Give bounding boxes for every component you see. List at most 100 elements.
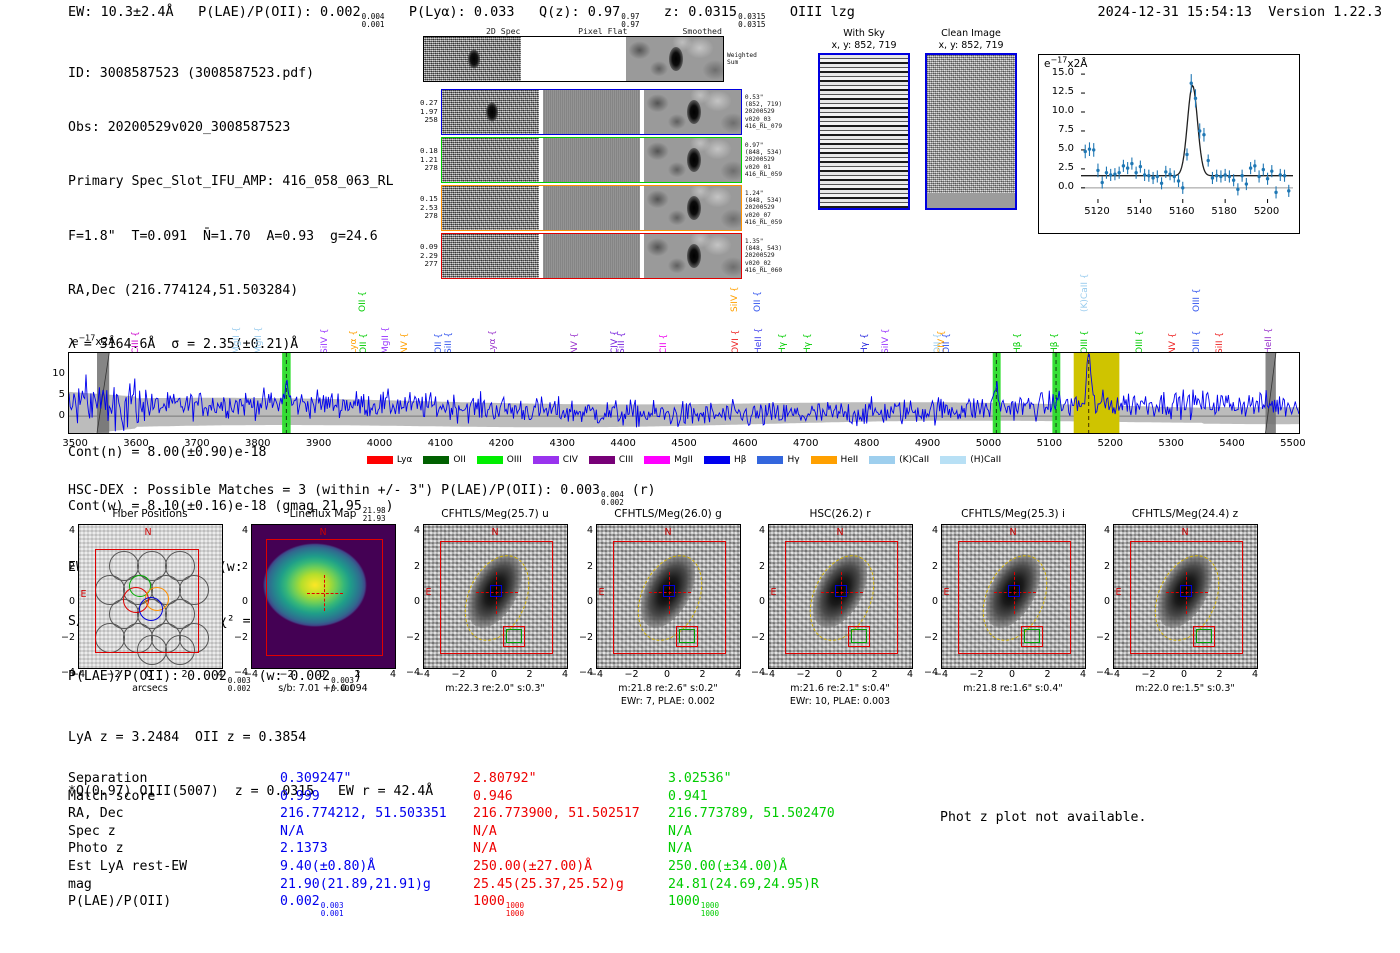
header-plae-label: P(LAE)/P(OII): 0.002 — [198, 4, 361, 20]
emission-line-label: Lyα { — [488, 329, 499, 354]
match-row-label: Photo z — [68, 841, 124, 857]
thumbnail-ytick: −2 — [1095, 631, 1110, 643]
match-row-label: P(LAE)/P(OII) — [68, 894, 172, 910]
match-cell: 21.90(21.89,21.91)g — [280, 876, 431, 892]
thumbnail-ytick: −4 — [1095, 667, 1110, 678]
legend-item[interactable]: OIII — [476, 455, 522, 465]
match-row-label: Spec z — [68, 823, 116, 839]
emission-line-label: MgII { — [231, 326, 242, 354]
thumbnail-title: Lineflux Map — [289, 508, 357, 520]
thumbnail-ytick: 4 — [241, 525, 248, 536]
thumbnail-ytick: −2 — [578, 631, 593, 643]
legend-label: (K)CaII — [899, 455, 930, 465]
cutout-thumbnail[interactable]: CFHTLS/Meg(26.0) g 4 2 0 −2 −4 N E −4 −2 0 2 4 m:21.8… — [573, 508, 763, 708]
match-cell: N/A — [668, 823, 692, 839]
thumbnail-xtick: −2 — [969, 669, 984, 680]
legend-label: OIII — [506, 455, 522, 465]
thumbnail-xtick: 2 — [181, 669, 188, 680]
thumbnail-xtick: 2 — [354, 669, 361, 680]
thumbnail-xtick: 2 — [1216, 669, 1223, 680]
smoothed-image — [643, 234, 741, 278]
legend-item[interactable]: OII — [423, 455, 466, 465]
thumbnail-stats: m:22.0 re:1.5" s:0.3" — [1135, 683, 1235, 694]
thumbnail-xtick: 0 — [490, 669, 498, 680]
thumbnail-stats: m:21.6 re:2.1" s:0.4" — [790, 683, 890, 694]
clean-image — [925, 53, 1017, 210]
emission-line-label: OII { — [434, 333, 445, 354]
spec-row-fiber-2[interactable]: 0.18 1.21 278 0.97" (848, 534) 20200529 v020_… — [420, 137, 782, 183]
thumbnail-ytick: 2 — [1103, 560, 1110, 572]
fullspec-xtick: 3500 — [62, 438, 88, 449]
legend-item[interactable]: Hβ — [703, 455, 746, 465]
legend-item[interactable]: CIII — [588, 455, 633, 465]
emission-line-label: OVI { — [731, 329, 742, 354]
match-row-label: mag — [68, 876, 92, 892]
spec-row-fiber-1[interactable]: 0.27 1.97 258 0.53" (852, 719) 20200529 v020_… — [420, 89, 782, 135]
2d-spec-column-headers: 2D Spec Pixel Flat Smoothed — [420, 26, 750, 36]
line-fit-plot[interactable] — [1038, 54, 1300, 234]
weighted-sum-label: Weighted Sum — [727, 51, 757, 66]
legend-item[interactable]: CIV — [532, 455, 578, 465]
with-sky-coords: x, y: 852, 719 — [831, 39, 897, 51]
spec2d-image — [441, 234, 539, 278]
legend-item[interactable]: (K)CaII — [869, 455, 929, 465]
spec-row-fiber-4[interactable]: 0.09 2.29 277 1.35" (848, 543) 20200529 v020_… — [420, 233, 782, 279]
line-fit-flux-unit: e−17x2Å — [1044, 55, 1088, 70]
spec2d-image — [424, 37, 521, 81]
match-cell: 250.00(±34.00)Å — [668, 858, 788, 874]
fullspec-xtick: 4500 — [671, 438, 697, 449]
thumbnail-ytick: 4 — [68, 525, 75, 536]
thumbnail-ytick: 4 — [758, 525, 765, 536]
header-ew: EW: 10.3±2.4Å — [68, 4, 174, 20]
thumbnail-x-axis: −4 −2 0 2 4 — [400, 669, 590, 683]
pixelflat-image — [542, 90, 640, 134]
cutout-thumbnail[interactable]: CFHTLS/Meg(25.3) i 4 2 0 −2 −4 N E −4 −2 0 2 4 m:21.8… — [918, 508, 1108, 696]
thumbnail-xtick: −2 — [1141, 669, 1156, 680]
legend-item[interactable]: Hγ — [757, 455, 800, 465]
spec2d-image — [441, 138, 539, 182]
info-seeing: F=1.8" T=0.091 N̄=1.70 A=0.93 g=24.6 — [68, 228, 378, 244]
cutout-thumbnail[interactable]: HSC(26.2) r 4 2 0 −2 −4 N E −4 −2 0 2 4 m:21.6 re:2.1… — [745, 508, 935, 708]
emission-line-label: SiIV { — [730, 286, 741, 312]
thumbnail-xtick: 0 — [145, 669, 153, 680]
emission-line-label: NV { — [1167, 332, 1178, 354]
thumbnail-ytick: −2 — [750, 631, 765, 643]
info-gmag-frac: 21.98 21.93 — [362, 506, 386, 524]
thumbnail-title: CFHTLS/Meg(25.3) i — [961, 508, 1065, 520]
pixelflat-image — [542, 186, 640, 230]
fullspec-xtick: 5400 — [1219, 438, 1245, 449]
cutout-thumbnail[interactable]: Fiber Positions 4 2 0 −2 −4 N E −4 −2 0 2 4 arcsecs — [55, 508, 245, 696]
spec-images — [440, 89, 742, 135]
thumbnail-stats: m:21.8 re:1.6" s:0.4" — [963, 683, 1063, 694]
legend-item[interactable]: (H)CaII — [940, 455, 1001, 465]
emission-line-label: CII { — [659, 333, 670, 354]
col-header-smoothed: Smoothed — [682, 26, 722, 36]
cutout-thumbnail[interactable]: CFHTLS/Meg(25.7) u 4 2 0 −2 −4 N E −4 −2 0 2 4 m:22.3… — [400, 508, 590, 696]
fiber-1-meta: 0.53" (852, 719) 20200529 v020_03 416_RL_079 — [744, 93, 783, 130]
thumbnail-ytick: 0 — [758, 596, 765, 607]
emission-line-label: SiII { — [444, 331, 455, 354]
full-spectrum-plot[interactable] — [68, 352, 1300, 436]
thumbnail-xtick: −4 — [70, 669, 86, 680]
emission-line-label: Lyα { — [349, 329, 360, 354]
legend-item[interactable]: HeII — [810, 455, 858, 465]
cutout-thumbnail[interactable]: CFHTLS/Meg(24.4) z 4 2 0 −2 −4 N E −4 −2 0 2 4 m:22.0… — [1090, 508, 1280, 696]
thumbnail-ytick: 4 — [931, 525, 938, 536]
clean-image-cutout[interactable]: Clean Image x, y: 852, 719 — [925, 28, 1017, 210]
legend-swatch — [532, 456, 559, 464]
fiber-4-meta: 1.35" (848, 543) 20200529 v020_02 416_RL_060 — [744, 237, 783, 274]
thumbnail-ytick: 0 — [586, 596, 593, 607]
emission-line-label: SiII { — [1214, 331, 1225, 354]
with-sky-cutout[interactable]: With Sky x, y: 852, 719 — [818, 28, 910, 210]
spec-row-weighted-sum[interactable]: Weighted Sum — [420, 36, 757, 82]
spec-row-fiber-3[interactable]: 0.15 2.53 278 1.24" (848, 534) 20200529 v020_… — [420, 185, 782, 231]
photz-note: Phot z plot not available. — [940, 810, 1147, 825]
thumbnail-ytick: 2 — [68, 560, 75, 572]
legend-item[interactable]: MgII — [644, 455, 693, 465]
emission-line-label: (K)CaII { — [1080, 273, 1091, 312]
legend-item[interactable]: Lyα — [366, 455, 412, 465]
thumbnail-xtick: 0 — [663, 669, 671, 680]
info-plae: P(LAE)/P(OII): 0.002 0.003 0.002 (w: 0.002… — [68, 668, 362, 693]
cutout-thumbnail[interactable]: Lineflux Map 4 2 0 −2 −4 N −4 −2 0 2 4 s/b: 7.01 +/-… — [228, 508, 418, 696]
